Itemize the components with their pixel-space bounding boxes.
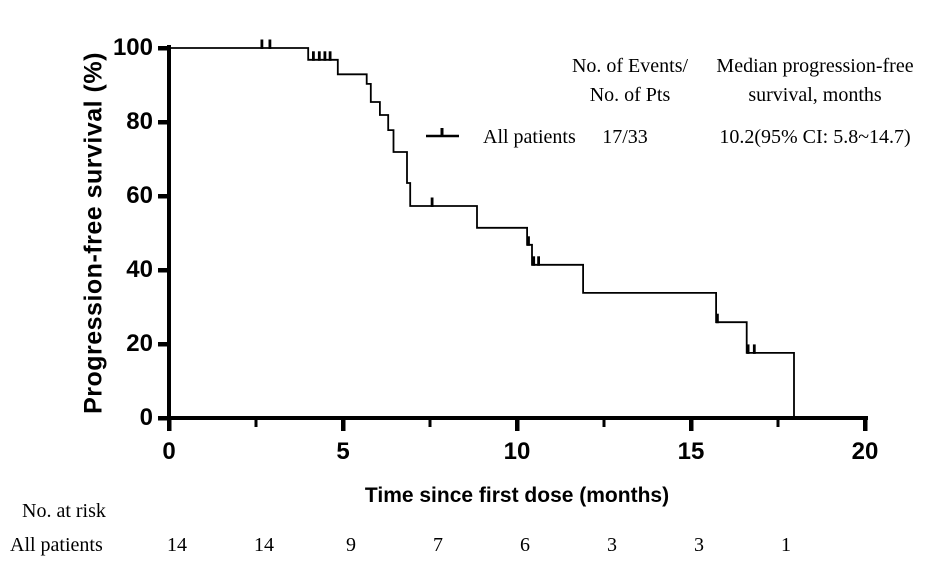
x-axis-title: Time since first dose (months) xyxy=(364,484,670,507)
y-tick-label: 40 xyxy=(126,256,153,283)
y-tick-label: 80 xyxy=(126,108,153,135)
risk-table-title: No. at risk xyxy=(22,500,106,522)
x-tick-label: 15 xyxy=(677,438,705,465)
x-tick-label: 0 xyxy=(162,438,176,465)
y-tick-label: 100 xyxy=(112,34,153,61)
legend-events-value: 17/33 xyxy=(602,126,648,148)
legend-events-header-line1: No. of Events/ xyxy=(571,55,689,77)
risk-count: 9 xyxy=(346,534,356,556)
legend-events-header-line2: No. of Pts xyxy=(589,84,671,106)
risk-count: 3 xyxy=(607,534,617,556)
legend-median-header: Median progression-free survival, months xyxy=(699,52,931,110)
legend-median-header-line2: survival, months xyxy=(748,84,882,106)
y-axis-title: Progression-free survival (%) xyxy=(79,52,108,414)
risk-table-row-label: All patients xyxy=(10,534,103,556)
y-tick-label: 0 xyxy=(139,404,153,431)
legend-median-value: 10.2(95% CI: 5.8~14.7) xyxy=(719,126,911,148)
x-tick-label: 20 xyxy=(851,438,879,465)
risk-count: 6 xyxy=(520,534,530,556)
risk-count: 14 xyxy=(254,534,274,556)
risk-count: 3 xyxy=(694,534,704,556)
legend-median-header-line1: Median progression-free xyxy=(716,55,914,77)
legend-events-header: No. of Events/ No. of Pts xyxy=(545,52,715,110)
y-tick-label: 20 xyxy=(126,330,153,357)
legend-series-label: All patients xyxy=(483,126,576,148)
x-tick-label: 10 xyxy=(503,438,531,465)
risk-count: 1 xyxy=(781,534,791,556)
km-curve xyxy=(169,47,795,418)
x-tick-label: 5 xyxy=(336,438,350,465)
risk-count: 14 xyxy=(167,534,187,556)
risk-count: 7 xyxy=(433,534,443,556)
y-tick-label: 60 xyxy=(126,182,153,209)
